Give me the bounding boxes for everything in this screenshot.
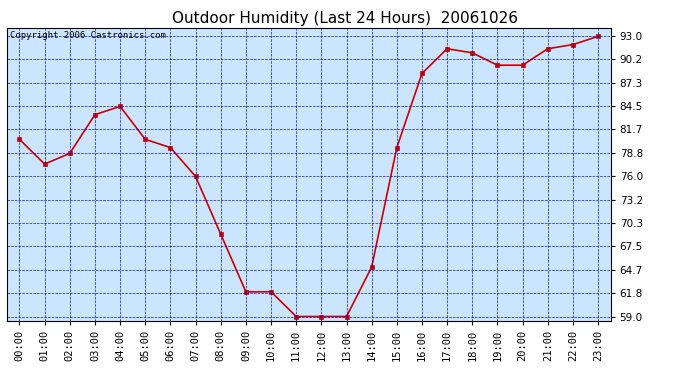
Text: Copyright 2006 Castronics.com: Copyright 2006 Castronics.com (10, 31, 166, 40)
Text: Outdoor Humidity (Last 24 Hours)  20061026: Outdoor Humidity (Last 24 Hours) 2006102… (172, 11, 518, 26)
